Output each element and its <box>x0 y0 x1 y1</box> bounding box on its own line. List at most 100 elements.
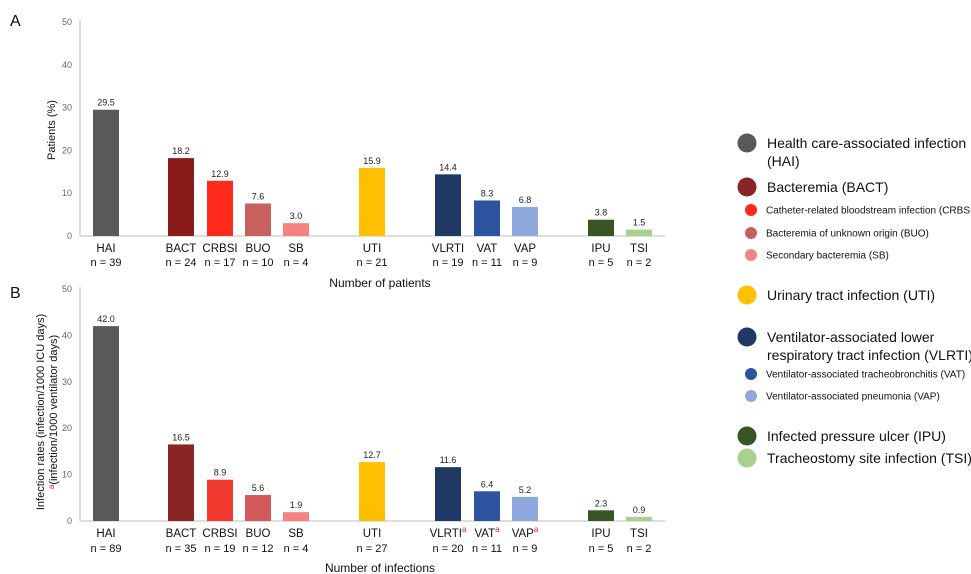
chart-a-category-label: HAI <box>96 243 115 255</box>
chart-b-category-label: BACT <box>166 528 197 540</box>
legend-swatch <box>737 448 757 468</box>
chart-a-category-label: BUO <box>246 243 271 255</box>
category-text: BUO <box>246 243 271 255</box>
chart-b-category-label: BUO <box>246 528 271 540</box>
category-text: IPU <box>591 528 610 540</box>
chart-a-ytick-label: 0 <box>67 231 72 241</box>
chart-b-value-label: 1.9 <box>290 500 303 510</box>
chart-a-n-label: n = 17 <box>205 257 236 269</box>
chart-a-n-label: n = 5 <box>589 257 614 269</box>
category-text: IPU <box>591 243 610 255</box>
category-text: HAI <box>96 243 115 255</box>
chart-a-ytick-label: 20 <box>62 145 72 155</box>
chart-b-n-label: n = 20 <box>433 543 464 555</box>
category-text: TSI <box>630 528 648 540</box>
chart-b-category-label: CRBSI <box>202 528 237 540</box>
legend-swatch <box>745 390 757 402</box>
category-text: SB <box>288 528 304 540</box>
chart-b: 0 10 20 30 40 50 42.0 HAI n = 89 16.5 BACT n = 35 8.… <box>62 284 665 555</box>
panel-b-letter: B <box>10 285 21 302</box>
chart-a-n-label: n = 11 <box>472 257 502 269</box>
chart-b-bar-sb <box>283 512 309 521</box>
chart-b-bar-uti <box>359 462 385 521</box>
legend-label: Infected pressure ulcer (IPU) <box>767 428 946 444</box>
chart-a-category-label: BACT <box>166 243 197 255</box>
chart-a-bar-buo <box>245 203 271 236</box>
chart-b-bar-hai <box>93 326 119 521</box>
legend-label: Ventilator-associated tracheobronchitis … <box>766 370 965 381</box>
category-text: VLRTI <box>430 528 462 540</box>
chart-a-bar-ipu <box>588 219 614 236</box>
chart-b-value-label: 11.6 <box>440 455 457 465</box>
chart-a-n-label: n = 39 <box>91 257 122 269</box>
chart-b-value-label: 5.6 <box>252 483 265 493</box>
chart-a-bar-sb <box>283 223 309 236</box>
legend-swatch <box>745 368 757 380</box>
chart-a-n-label: n = 19 <box>433 257 464 269</box>
chart-b-ylabel-line2: a(infection/1000 ventilator days) <box>47 335 60 489</box>
chart-b-ylabel-line1: Infection rates (infection/1000 ICU days… <box>35 314 47 510</box>
chart-b-value-label: 12.7 <box>363 450 381 460</box>
chart-b-ytick-label: 20 <box>62 423 72 433</box>
category-text: VAT <box>477 243 498 255</box>
chart-b-bar-ipu <box>588 510 614 521</box>
category-footnote-marker: a <box>534 525 539 534</box>
chart-b-n-label: n = 2 <box>627 543 652 555</box>
category-text: VAP <box>512 528 534 540</box>
chart-a-bar-tsi <box>626 229 652 236</box>
chart-b-n-label: n = 12 <box>243 543 274 555</box>
chart-b-ytick-label: 30 <box>62 377 72 387</box>
chart-b-n-label: n = 35 <box>166 543 197 555</box>
category-text: CRBSI <box>202 243 237 255</box>
chart-b-ytick-label: 40 <box>62 330 72 340</box>
category-text: BACT <box>166 243 197 255</box>
legend-swatch <box>745 204 757 216</box>
chart-a-bar-hai <box>93 109 119 236</box>
chart-b-category-label: HAI <box>96 528 115 540</box>
chart-a-category-label: VAT <box>477 243 498 255</box>
legend-label: Secondary bacteremia (SB) <box>766 251 889 262</box>
legend-label: Health care-associated infection <box>767 135 966 151</box>
chart-b-bar-crbsi <box>207 479 233 521</box>
chart-b-bar-tsi <box>626 516 652 521</box>
chart-a-value-label: 7.6 <box>252 191 265 201</box>
ylabel-footnote-marker: a <box>47 484 56 489</box>
legend-label: Urinary tract infection (UTI) <box>767 287 935 303</box>
chart-b-ylabel-line2-text: (infection/1000 ventilator days) <box>48 335 60 485</box>
chart-b-n-label: n = 11 <box>472 543 502 555</box>
chart-a-value-label: 18.2 <box>172 146 190 156</box>
chart-b-value-label: 2.3 <box>595 498 608 508</box>
chart-a: 0 10 20 30 40 50 29.5 HAI n = 39 18.2 BACT n = 24 12… <box>62 17 665 269</box>
chart-b-bar-vlrti <box>435 467 461 521</box>
chart-b-bar-vap <box>512 496 538 521</box>
chart-b-value-label: 5.2 <box>519 485 532 495</box>
chart-b-category-label: VLRTIa <box>430 525 467 540</box>
chart-a-bar-vlrti <box>435 174 461 236</box>
chart-a-category-label: CRBSI <box>202 243 237 255</box>
chart-a-n-label: n = 24 <box>166 257 197 269</box>
chart-a-n-label: n = 9 <box>513 257 538 269</box>
legend-label: Bacteremia of unknown origin (BUO) <box>766 229 929 240</box>
chart-b-value-label: 6.4 <box>481 479 494 489</box>
chart-a-category-label: VAP <box>514 243 536 255</box>
legend: Health care-associated infection (HAI) Bac… <box>737 133 971 468</box>
chart-a-n-label: n = 21 <box>357 257 388 269</box>
legend-swatch <box>737 327 757 347</box>
chart-b-category-label: UTI <box>363 528 382 540</box>
chart-b-category-label: SB <box>288 528 304 540</box>
chart-b-value-label: 8.9 <box>214 468 227 478</box>
chart-b-n-label: n = 19 <box>205 543 236 555</box>
chart-a-value-label: 8.3 <box>481 188 494 198</box>
chart-a-value-label: 3.8 <box>595 208 608 218</box>
chart-b-n-label: n = 9 <box>513 543 538 555</box>
chart-a-category-label: SB <box>288 243 304 255</box>
chart-a-category-label: IPU <box>591 243 610 255</box>
legend-label: Tracheostomy site infection (TSI) <box>767 450 971 466</box>
legend-label: Bacteremia (BACT) <box>767 179 888 195</box>
chart-a-value-label: 1.5 <box>633 218 646 228</box>
chart-a-bar-uti <box>359 167 385 236</box>
chart-a-bar-bact <box>168 158 194 236</box>
panel-a-letter: A <box>10 13 21 30</box>
category-text: UTI <box>363 528 382 540</box>
